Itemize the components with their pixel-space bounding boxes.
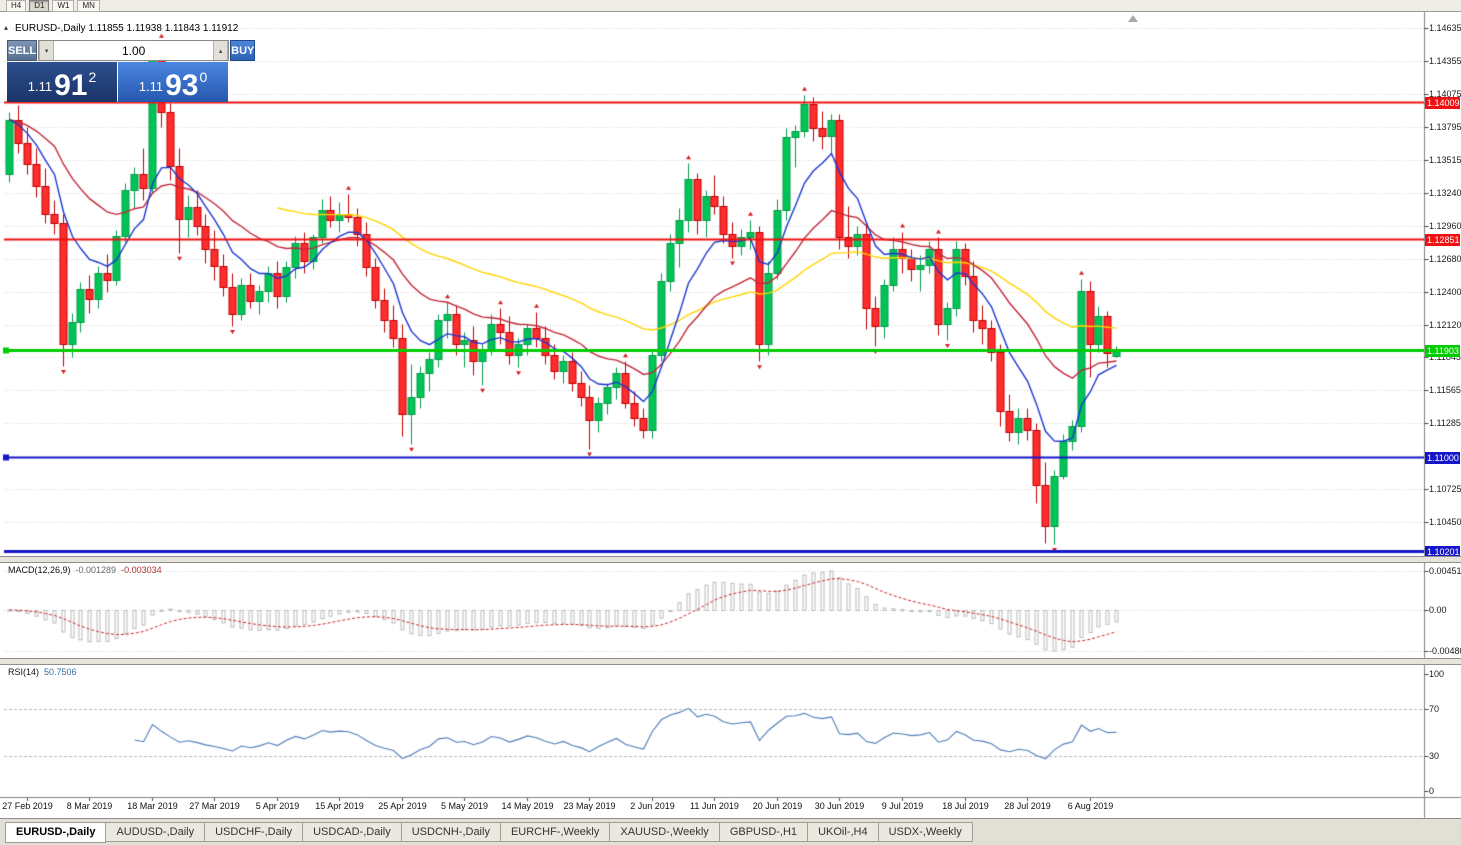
pane-separator-rsi[interactable]	[0, 658, 1461, 665]
timeframe-button-w1[interactable]: W1	[52, 0, 75, 12]
volume-increase-button[interactable]: ▴	[213, 41, 229, 60]
chart-tab-gbpusd-h1[interactable]: GBPUSD-,H1	[718, 822, 809, 842]
timeframe-button-d1[interactable]: D1	[29, 0, 50, 12]
sell-price-pipette: 2	[88, 69, 97, 85]
rsi-indicator-label: RSI(14) 50.7506	[8, 667, 77, 677]
chart-tab-audusd-daily[interactable]: AUDUSD-,Daily	[105, 822, 206, 842]
volume-decrease-button[interactable]: ▾	[39, 41, 55, 60]
chart-tab-bar: EURUSD-,Daily AUDUSD-,Daily USDCHF-,Daily U…	[0, 818, 1461, 845]
chart-tab-usdchf-daily[interactable]: USDCHF-,Daily	[204, 822, 304, 842]
chart-tab-eurusd-daily[interactable]: EURUSD-,Daily	[5, 821, 107, 843]
rsi-name: RSI(14)	[8, 667, 40, 677]
buy-price-prefix: 1.11	[138, 79, 164, 94]
one-click-collapse-arrow-icon[interactable]: ▴	[4, 23, 9, 32]
macd-main-value: -0.001289	[75, 565, 117, 575]
volume-input[interactable]	[54, 41, 214, 60]
one-click-trading-panel: SELL ▾ ▴ BUY 1.11 91 2 1.11 93 0	[7, 40, 256, 102]
macd-indicator-label: MACD(12,26,9) -0.001289 -0.003034	[8, 565, 162, 575]
timeframe-button-h4[interactable]: H4	[6, 0, 27, 12]
chart-tab-usdx-weekly[interactable]: USDX-,Weekly	[877, 822, 973, 842]
sell-price-big: 91	[54, 69, 88, 102]
buy-price-pipette: 0	[199, 69, 208, 85]
chart-title: EURUSD-,Daily 1.11855 1.11938 1.11843 1.…	[15, 23, 239, 34]
chart-shift-marker-icon	[1128, 15, 1138, 22]
pane-separator-macd[interactable]	[0, 556, 1461, 563]
buy-button[interactable]: BUY	[230, 40, 256, 61]
timeframe-toolbar: H4 D1 W1 MN	[0, 0, 1461, 12]
sell-price-prefix: 1.11	[27, 79, 53, 94]
chart-tab-usdcnh-daily[interactable]: USDCNH-,Daily	[400, 822, 501, 842]
macd-name: MACD(12,26,9)	[8, 565, 71, 575]
chart-tab-eurchf-weekly[interactable]: EURCHF-,Weekly	[499, 822, 611, 842]
macd-signal-value: -0.003034	[121, 565, 162, 575]
sell-button[interactable]: SELL	[7, 40, 38, 61]
chart-tab-ukoil-h4[interactable]: UKOil-,H4	[807, 822, 879, 842]
trade-controls-row: SELL ▾ ▴ BUY	[7, 40, 256, 61]
volume-field: ▾ ▴	[38, 40, 230, 61]
timeframe-button-mn[interactable]: MN	[77, 0, 100, 12]
timeframe-buttons: H4 D1 W1 MN	[6, 0, 100, 12]
buy-price-big: 93	[165, 69, 199, 102]
chart-tab-usdcad-daily[interactable]: USDCAD-,Daily	[302, 822, 402, 842]
chart-tab-xauusd-weekly[interactable]: XAUUSD-,Weekly	[609, 822, 720, 842]
rsi-value: 50.7506	[44, 667, 77, 677]
buy-price-display[interactable]: 1.11 93 0	[118, 62, 228, 102]
trade-prices-row: 1.11 91 2 1.11 93 0	[7, 62, 230, 102]
sell-price-display[interactable]: 1.11 91 2	[7, 62, 117, 102]
